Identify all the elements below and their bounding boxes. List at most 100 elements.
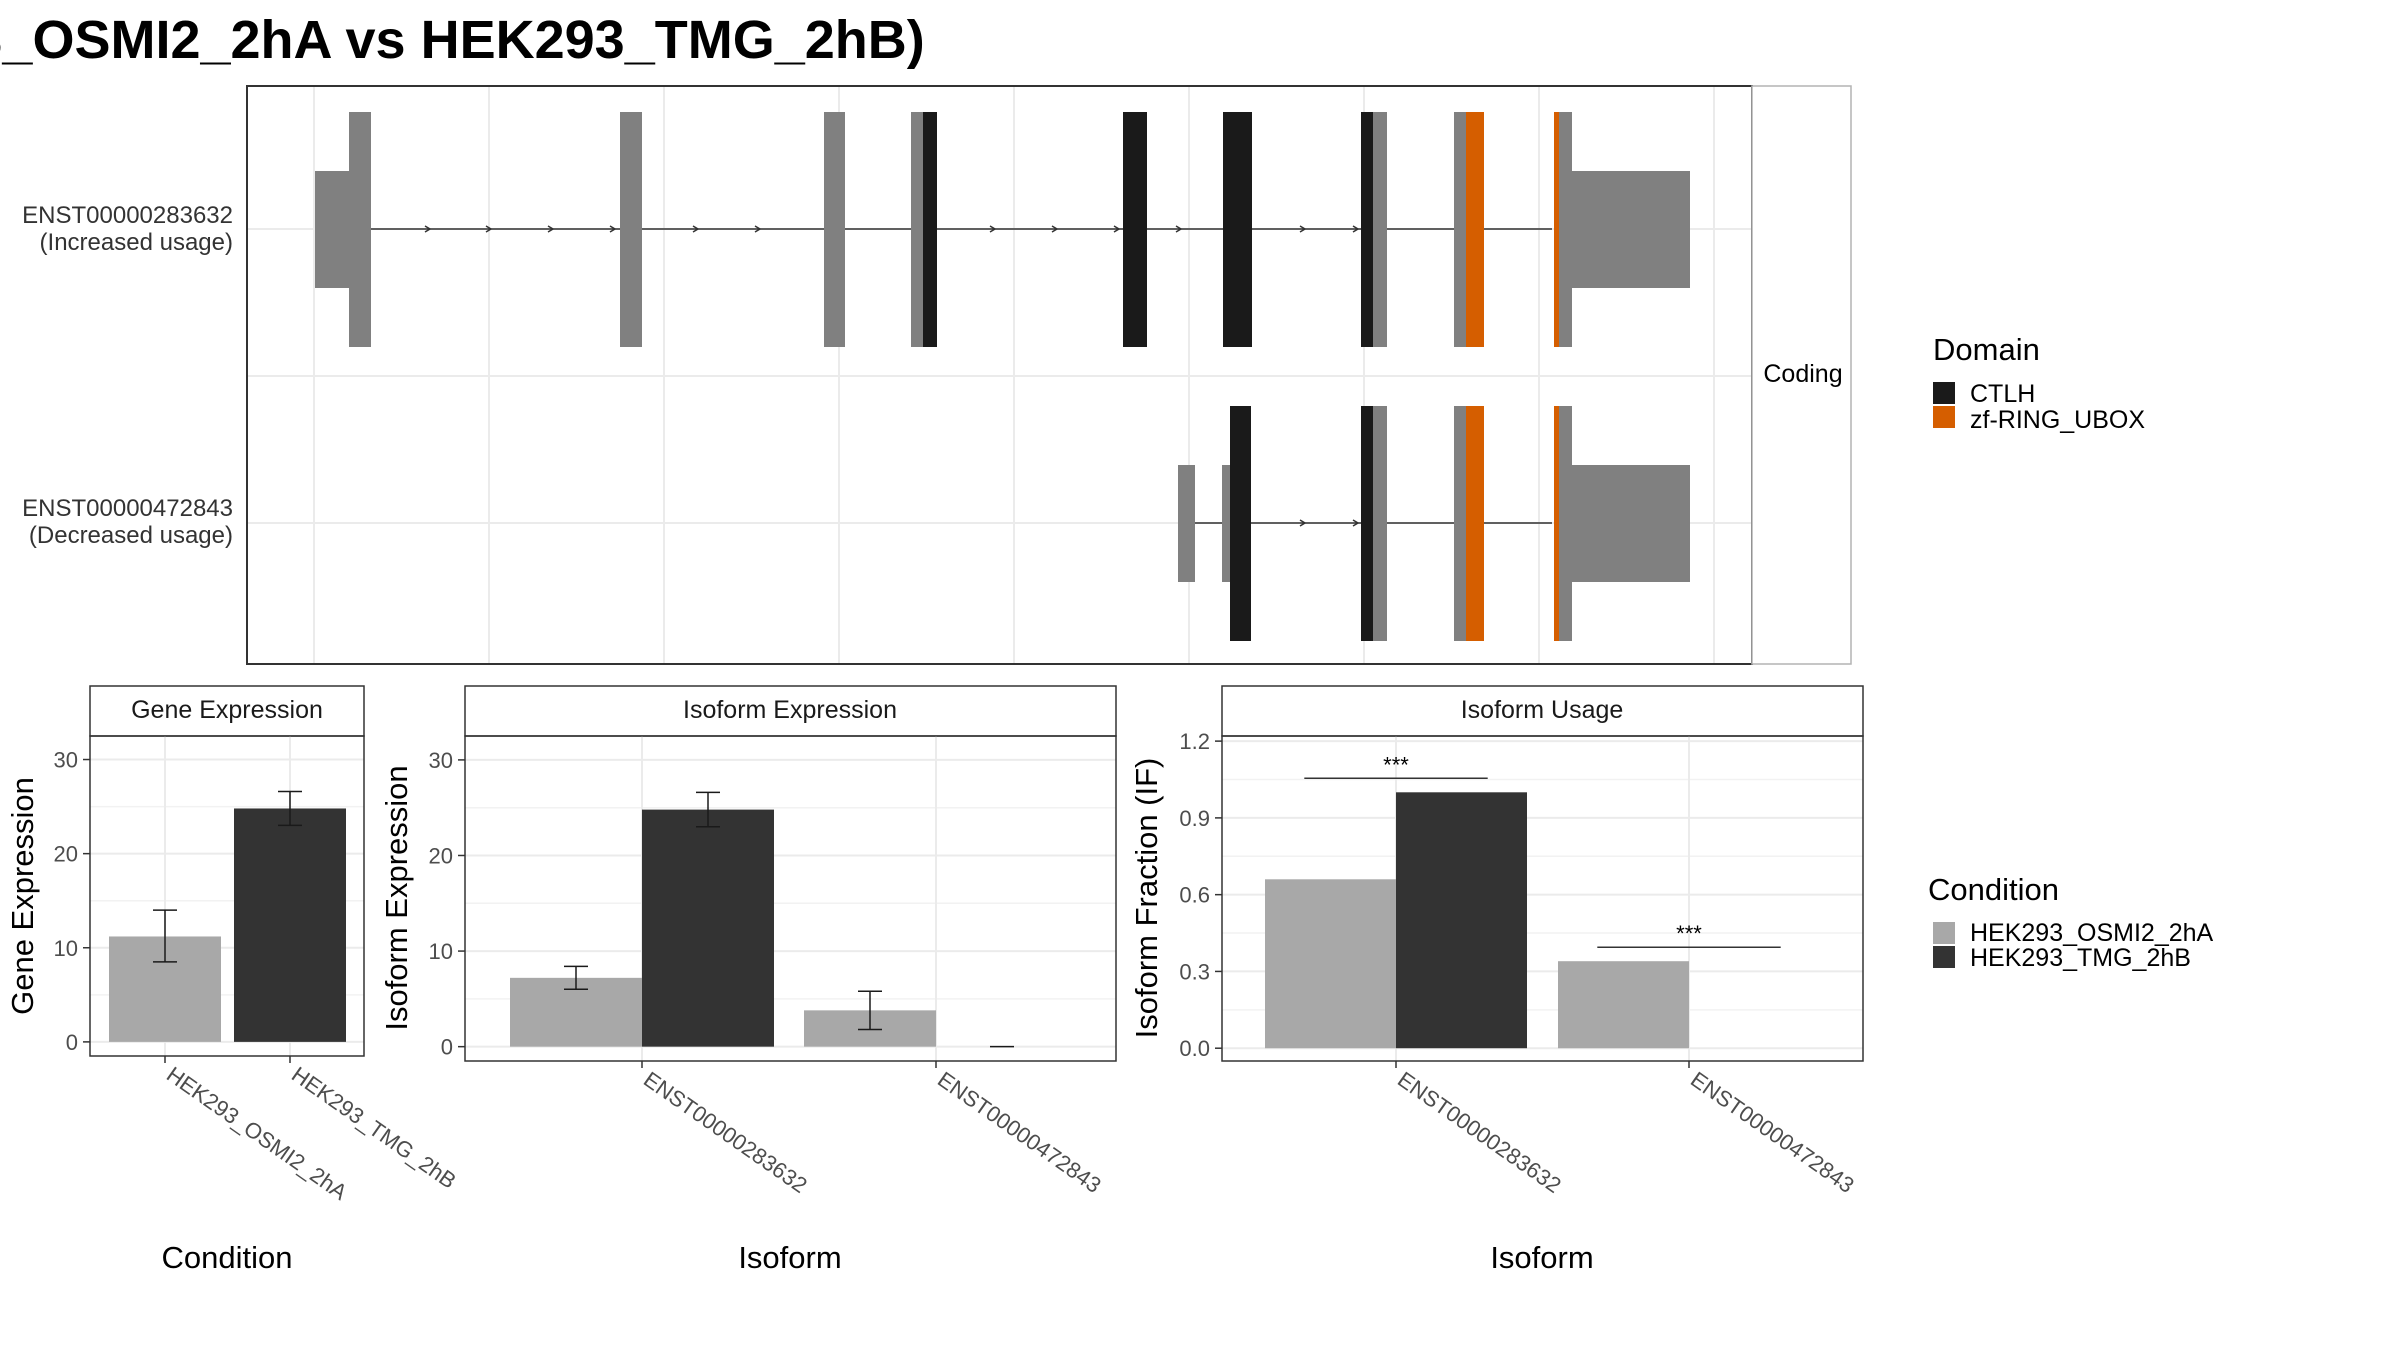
domain-legend-title: Domain [1933,332,2040,367]
isoform-usage-panel: Isoform Usage *** *** 0.0 0.3 0.6 0.9 1.2 ENS… [1129,685,1864,1275]
isoform1-exon-7 [1559,112,1572,347]
y-tick-label: 10 [429,939,453,964]
x-tick-label: ENST00000472843 [1686,1067,1859,1198]
isoform2-ctlh-domain-2 [1361,406,1373,641]
facet-strip-label: Coding [1763,360,1842,388]
isoform1-strand-arrow-5 [754,225,762,233]
isoform-expression-panel: Isoform Expression 0 10 20 30 ENST000002836… [379,685,1117,1275]
isoform1-strand-arrow-11 [1299,225,1307,233]
isoform-usage-x-ticks: ENST00000283632 ENST00000472843 [1393,1061,1859,1198]
isoform-expression-strip [464,685,1117,737]
gene-expression-y-ticks: 0 10 20 30 [54,748,90,1055]
y-tick-label: 0.6 [1179,883,1210,908]
isoform1-zf-ring-domain-2 [1554,112,1559,347]
isoform2-exon-2 [1454,406,1466,641]
isoform1-utr-exon-2 [1572,171,1690,288]
gene-expression-y-title: Gene Expression [5,777,40,1015]
isoform-usage-strip [1221,685,1864,737]
isoform-expression-plot-border [464,735,1117,1062]
isoform1-exon-2 [620,112,642,347]
isoform-label-1-note: (Increased usage) [40,229,233,256]
legend-swatch-osmi2 [1933,922,1955,944]
isoform-label-2-id: ENST00000472843 [22,495,233,522]
isoform1-strand-arrow-0 [424,225,432,233]
isoform-expression-bars [510,791,1014,1048]
isoform-usage-x-title: Isoform [1490,1240,1593,1275]
y-tick-label: 20 [429,843,453,868]
gene-expression-plot-border [89,735,365,1057]
isoform-usage-bars: *** *** [1265,752,1781,1049]
y-tick-label: 0 [441,1035,453,1060]
y-tick-label: 30 [54,748,78,773]
y-tick-label: 10 [54,936,78,961]
significance-label: *** [1676,921,1702,946]
y-tick-label: 20 [54,842,78,867]
isoform1-strand-arrow-2 [547,225,555,233]
isoform1-strand-arrow-9 [1175,225,1183,233]
isoform1-strand-arrow-1 [485,225,493,233]
isoform-expression-y-title: Isoform Expression [379,765,414,1030]
y-tick-label: 0.3 [1179,959,1210,984]
legend-swatch-zf-ring-ubox [1933,406,1955,428]
y-tick-label: 0.9 [1179,806,1210,831]
bar [1558,961,1689,1049]
isoform1-exon-1 [349,112,371,347]
isoform-label-2-note: (Decreased usage) [29,522,233,549]
gene-expression-strip-title: Gene Expression [131,696,323,724]
isoform1-ctlh-domain-1 [923,112,937,347]
isoform1-ctlh-domain-2 [1123,112,1147,347]
isoform1-exon-6 [1454,112,1466,347]
isoform-label-1-id: ENST00000283632 [22,202,233,229]
isoform1-ctlh-domain-3 [1223,112,1252,347]
y-tick-label: 1.2 [1179,729,1210,754]
facet-strip [1751,85,1852,665]
legend-swatch-ctlh [1933,382,1955,404]
bar [642,809,774,1047]
isoform2-zf-ring-domain-2 [1554,406,1559,641]
isoform-structure-panel: Coding ENST00000283632 (Increased usage)… [22,85,1852,665]
condition-legend-title: Condition [1928,872,2059,907]
isoform2-exon-1 [1373,406,1387,641]
legend-label-ctlh: CTLH [1970,380,2035,408]
figure-title: Isoform switch in RMND5A (HEK293_OSMI2_2… [0,10,925,70]
isoform2-utr-exon-1 [1178,465,1195,582]
isoform1-exon-3 [824,112,845,347]
isoform1-strand-arrow-4 [692,225,700,233]
isoform2-strand-arrow-0 [1299,519,1307,527]
legend-swatch-tmg [1933,946,1955,968]
gene-expression-x-title: Condition [162,1240,293,1275]
isoform-usage-strip-title: Isoform Usage [1461,696,1624,724]
x-tick-label: ENST00000472843 [933,1067,1106,1198]
isoform-usage-y-title: Isoform Fraction (IF) [1129,758,1164,1039]
isoform1-zf-ring-domain-1 [1466,112,1484,347]
isoform-expression-strip-title: Isoform Expression [683,696,897,724]
isoform2-utr-exon-2 [1222,465,1230,582]
isoform1-strand-arrow-6 [989,225,997,233]
gene-expression-bars [109,790,346,1042]
y-tick-label: 30 [429,748,453,773]
isoform1-strand-arrow-3 [609,225,617,233]
legend-label-osmi2: HEK293_OSMI2_2hA [1970,919,2214,947]
y-tick-label: 0 [66,1030,78,1055]
isoform-expression-x-ticks: ENST00000283632 ENST00000472843 [639,1061,1106,1198]
isoform1-ctlh-domain-4 [1361,112,1373,347]
bar [234,808,346,1042]
isoform2-strand-arrow-1 [1352,519,1360,527]
gene-expression-strip [89,685,365,737]
isoform2-ctlh-domain-1 [1230,406,1251,641]
legend-label-tmg: HEK293_TMG_2hB [1970,944,2191,972]
condition-legend: Condition HEK293_OSMI2_2hA HEK293_TMG_2h… [1928,872,2214,972]
isoform1-strand-arrow-12 [1352,225,1360,233]
isoform-expression-y-ticks: 0 10 20 30 [429,748,465,1060]
y-tick-label: 0.0 [1179,1036,1210,1061]
isoform1-strand-arrow-8 [1113,225,1121,233]
isoform1-utr-exon-1 [315,171,349,288]
isoform-usage-plot-border [1221,735,1864,1062]
x-tick-label: ENST00000283632 [639,1067,812,1198]
isoform1-exon-4 [911,112,923,347]
isoform2-exon-3 [1559,406,1572,641]
domain-legend: Domain CTLH zf-RING_UBOX [1933,332,2145,434]
isoform2-zf-ring-domain-1 [1466,406,1484,641]
